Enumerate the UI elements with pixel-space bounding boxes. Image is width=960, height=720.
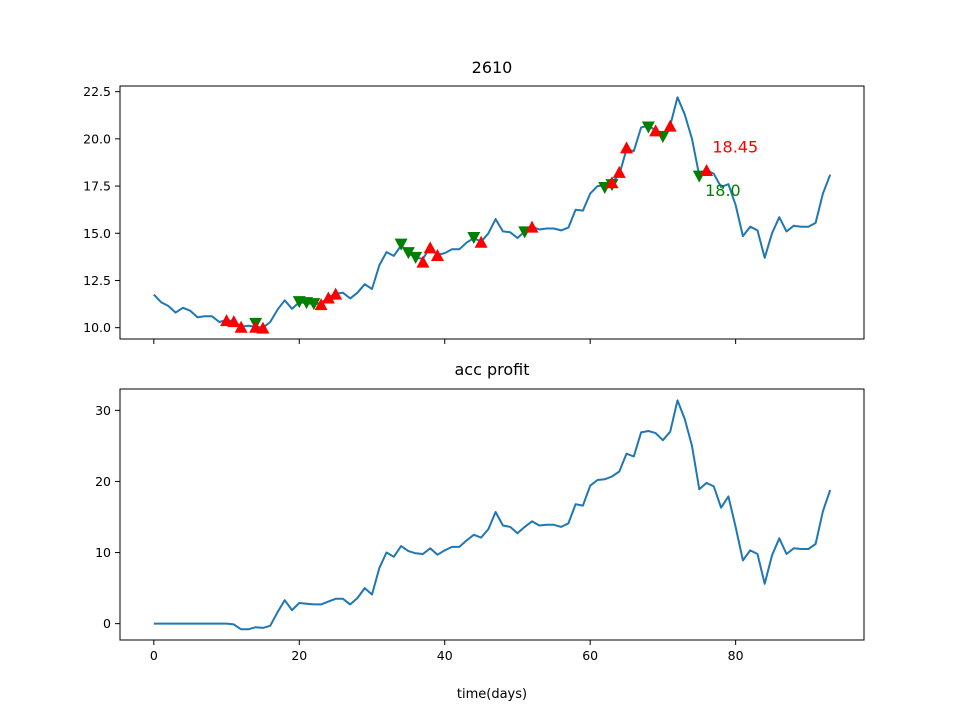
price-series-line: [153, 96, 832, 329]
sell-marker: [401, 247, 415, 260]
price-axes-ticks: 10.0 12.5 15.0 17.5 20.0 22.5: [83, 84, 737, 344]
buy-marker: [525, 220, 539, 233]
buy-marker: [234, 320, 248, 333]
buy-marker: [474, 235, 488, 248]
profit-xtick-label: 40: [437, 648, 453, 663]
buy-marker: [321, 291, 335, 304]
price-ytick-label: 20.0: [83, 131, 111, 146]
profit-panel: acc profit 0 20 40 60 80 0 10 20 30 time(days): [95, 360, 865, 702]
buy-marker: [416, 255, 430, 268]
buy-marker: [612, 165, 626, 178]
sell-marker: [394, 238, 408, 251]
sell-marker: [409, 251, 423, 264]
profit-series-line: [153, 399, 832, 631]
buy-marker: [256, 321, 270, 334]
buy-marker: [430, 248, 444, 261]
profit-ytick-label: 10: [95, 545, 111, 560]
price-annotation: 18.45: [712, 137, 758, 156]
price-plot-area: 18.45 18.0: [153, 96, 832, 334]
profit-ytick-label: 30: [95, 403, 111, 418]
buy-marker: [620, 141, 634, 154]
price-ytick-label: 22.5: [83, 84, 111, 99]
profit-plot-area: [153, 399, 832, 631]
sell-marker: [641, 121, 655, 134]
profit-ytick-label: 20: [95, 474, 111, 489]
x-axis-label: time(days): [457, 687, 527, 702]
price-panel: 2610 18.45 18.0 10.0 12.5 15.0 17.5 20.0 22.5: [83, 58, 865, 344]
sell-marker: [307, 298, 321, 311]
price-ytick-label: 12.5: [83, 273, 111, 288]
sell-marker: [467, 231, 481, 244]
price-ytick-label: 17.5: [83, 179, 111, 194]
buy-marker: [700, 164, 714, 177]
buy-marker: [649, 124, 663, 137]
profit-xtick-label: 60: [582, 648, 598, 663]
buy-marker: [314, 298, 328, 311]
buy-marker: [605, 176, 619, 189]
price-axes-frame: [119, 85, 865, 340]
profit-xtick-label: 0: [150, 648, 158, 663]
profit-xtick-label: 20: [291, 648, 307, 663]
price-ytick-label: 15.0: [83, 226, 111, 241]
price-annotation: 18.0: [705, 181, 741, 200]
profit-axes-frame: [119, 388, 865, 641]
buy-marker: [423, 241, 437, 254]
buy-marker: [227, 315, 241, 328]
profit-ytick-label: 0: [103, 616, 111, 631]
buy-marker: [329, 287, 343, 300]
price-chart-title: 2610: [472, 58, 513, 77]
buy-marker: [663, 119, 677, 132]
profit-xtick-label: 80: [728, 648, 744, 663]
profit-axes-ticks: 0 20 40 60 80 0 10 20 30: [95, 403, 744, 663]
price-ytick-label: 10.0: [83, 320, 111, 335]
profit-chart-title: acc profit: [454, 360, 529, 379]
